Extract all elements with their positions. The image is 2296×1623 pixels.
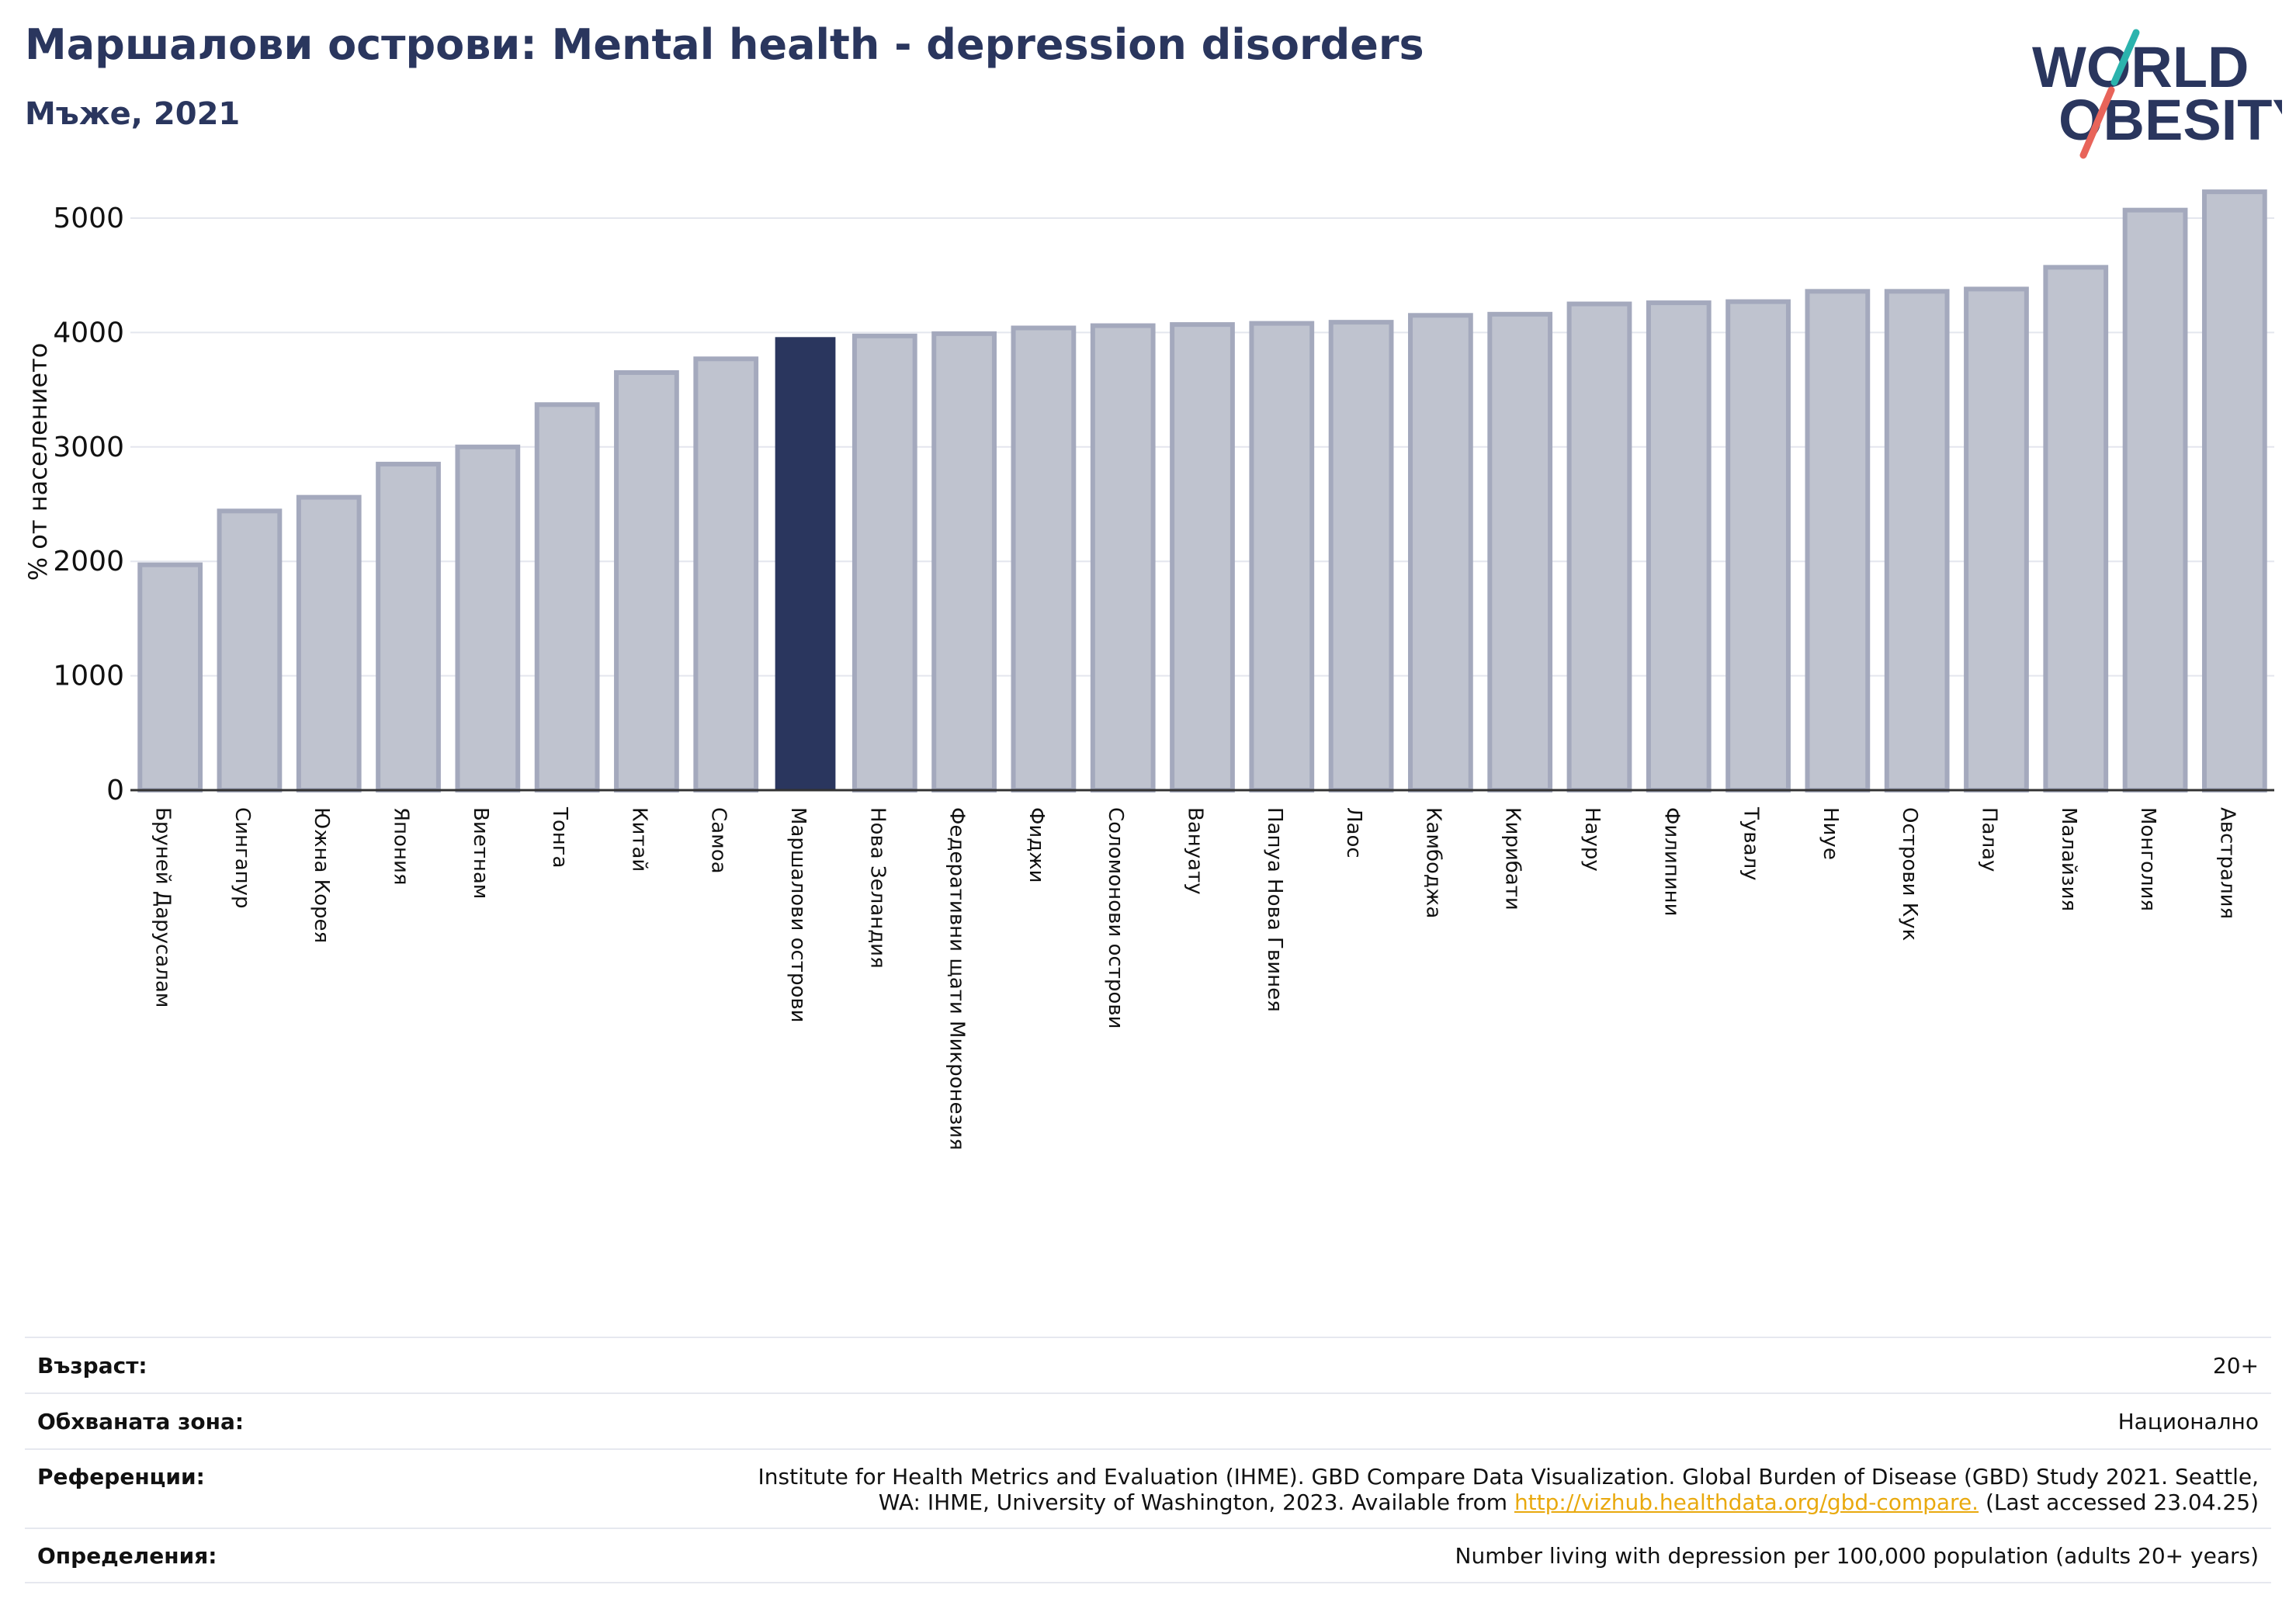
y-tick-label: 1000	[53, 661, 124, 692]
age-value: 20+	[2212, 1352, 2259, 1379]
bar	[851, 333, 917, 792]
chart-subtitle: Мъже, 2021	[25, 96, 241, 132]
x-tick-label: Монголия	[2136, 807, 2159, 911]
x-tick-label: Маршалови острови	[786, 807, 810, 1023]
references-label: Референции:	[37, 1464, 205, 1489]
bar	[1566, 301, 1632, 792]
bar	[2043, 265, 2109, 792]
bar	[534, 402, 600, 793]
references-line-2: WA: IHME, University of Washington, 2023…	[758, 1489, 2259, 1515]
bar	[1011, 325, 1077, 792]
x-tick-label: Вануату	[1184, 807, 1207, 895]
x-tick-label: Соломонови острови	[1104, 807, 1127, 1028]
y-tick-label: 3000	[53, 432, 124, 463]
x-tick-label: Папуа Нова Гвинея	[1263, 807, 1286, 1012]
chart-title: Маршалови острови: Mental health - depre…	[25, 20, 1424, 69]
x-tick-label: Южна Корея	[310, 807, 333, 943]
x-tick-label: Федеративни щати Микронезия	[945, 807, 969, 1150]
x-tick-label: Лаос	[1342, 807, 1365, 858]
x-tick-label: Фиджи	[1025, 807, 1048, 883]
bar	[2122, 207, 2188, 792]
y-tick-label: 2000	[53, 546, 124, 577]
references-line-1: Institute for Health Metrics and Evaluat…	[758, 1464, 2259, 1489]
bar-chart: 0 1000 2000 3000 4000 5000 Бруней Дарусалам Си…	[23, 189, 2274, 1150]
bar	[1884, 289, 1950, 792]
x-tick-label: Виетнам	[469, 807, 492, 899]
x-tick-label: Китай	[627, 807, 650, 872]
x-tick-label: Науру	[1580, 807, 1604, 872]
area-label: Обхваната зона:	[37, 1408, 245, 1434]
age-label: Възраст:	[37, 1352, 147, 1379]
definitions-row: Определения: Number living with depressi…	[25, 1528, 2271, 1583]
bar	[1487, 311, 1553, 793]
bar	[1249, 321, 1315, 793]
logo-slash-coral	[2079, 86, 2115, 159]
references-link[interactable]: http://vizhub.healthdata.org/gbd-compare…	[1514, 1489, 1979, 1515]
age-row: Възраст: 20+	[25, 1337, 2271, 1392]
x-tick-label: Камбоджа	[1421, 807, 1445, 918]
info-table: Възраст: 20+ Обхваната зона: Национално …	[25, 1337, 2271, 1583]
x-tick-label: Палау	[1977, 807, 2000, 872]
bar	[217, 508, 283, 792]
bar	[693, 356, 759, 792]
bar	[1090, 323, 1156, 792]
y-tick-label: 4000	[53, 317, 124, 349]
logo-slash-teal	[2110, 29, 2140, 86]
x-tick-labels: Бруней Дарусалам Сингапур Южна Корея Япония…	[151, 806, 2239, 1150]
x-tick-label: Самоа	[707, 807, 730, 874]
logo-word-world: WORLD	[2032, 35, 2249, 99]
x-tick-label: Нова Зеландия	[865, 807, 889, 969]
bar	[931, 331, 997, 792]
x-tick-label: Малайзия	[2057, 807, 2080, 911]
x-tick-label: Кирибати	[1501, 807, 1524, 910]
y-tick-label: 5000	[53, 203, 124, 234]
y-tick-labels: 0 1000 2000 3000 4000 5000	[53, 203, 124, 806]
x-tick-label: Ниуе	[1819, 807, 1842, 860]
bar	[455, 444, 521, 792]
x-tick-label: Острови Кук	[1898, 807, 1921, 941]
references-text: WA: IHME, University of Washington, 2023…	[878, 1489, 1514, 1515]
x-tick-label: Тувалу	[1739, 806, 1763, 881]
references-accessed: (Last accessed 23.04.25)	[1979, 1489, 2259, 1515]
area-value: Национално	[2117, 1408, 2259, 1434]
y-tick-label: 0	[106, 775, 124, 806]
x-tick-label: Сингапур	[231, 807, 254, 909]
bar	[614, 369, 679, 792]
references-value: Institute for Health Metrics and Evaluat…	[758, 1464, 2259, 1515]
bar	[1170, 322, 1235, 793]
definitions-value: Number living with depression per 100,00…	[1455, 1542, 2259, 1569]
bar	[2201, 189, 2267, 792]
area-row: Обхваната зона: Национално	[25, 1392, 2271, 1448]
x-tick-label: Филипини	[1660, 807, 1683, 917]
bar	[1805, 289, 1871, 792]
x-tick-label: Япония	[390, 807, 413, 886]
bar	[376, 461, 441, 792]
bar	[1646, 300, 1712, 792]
bar	[1725, 299, 1791, 792]
bar	[137, 562, 203, 792]
x-tick-label: Австралия	[2215, 807, 2239, 919]
definitions-label: Определения:	[37, 1542, 217, 1569]
bar	[296, 494, 362, 792]
bars	[137, 189, 2267, 793]
x-tick-label: Бруней Дарусалам	[151, 807, 175, 1007]
x-tick-label: Тонга	[548, 806, 571, 868]
y-axis-label: % от населението	[23, 343, 53, 581]
world-obesity-logo: WORLD OBESITY	[2032, 29, 2282, 159]
bar	[775, 337, 836, 790]
bar	[1328, 320, 1394, 793]
bar	[1964, 286, 2029, 792]
references-row: Референции: Institute for Health Metrics…	[25, 1448, 2271, 1528]
bar	[1408, 313, 1473, 793]
